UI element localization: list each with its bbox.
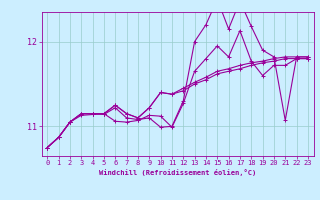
X-axis label: Windchill (Refroidissement éolien,°C): Windchill (Refroidissement éolien,°C): [99, 169, 256, 176]
